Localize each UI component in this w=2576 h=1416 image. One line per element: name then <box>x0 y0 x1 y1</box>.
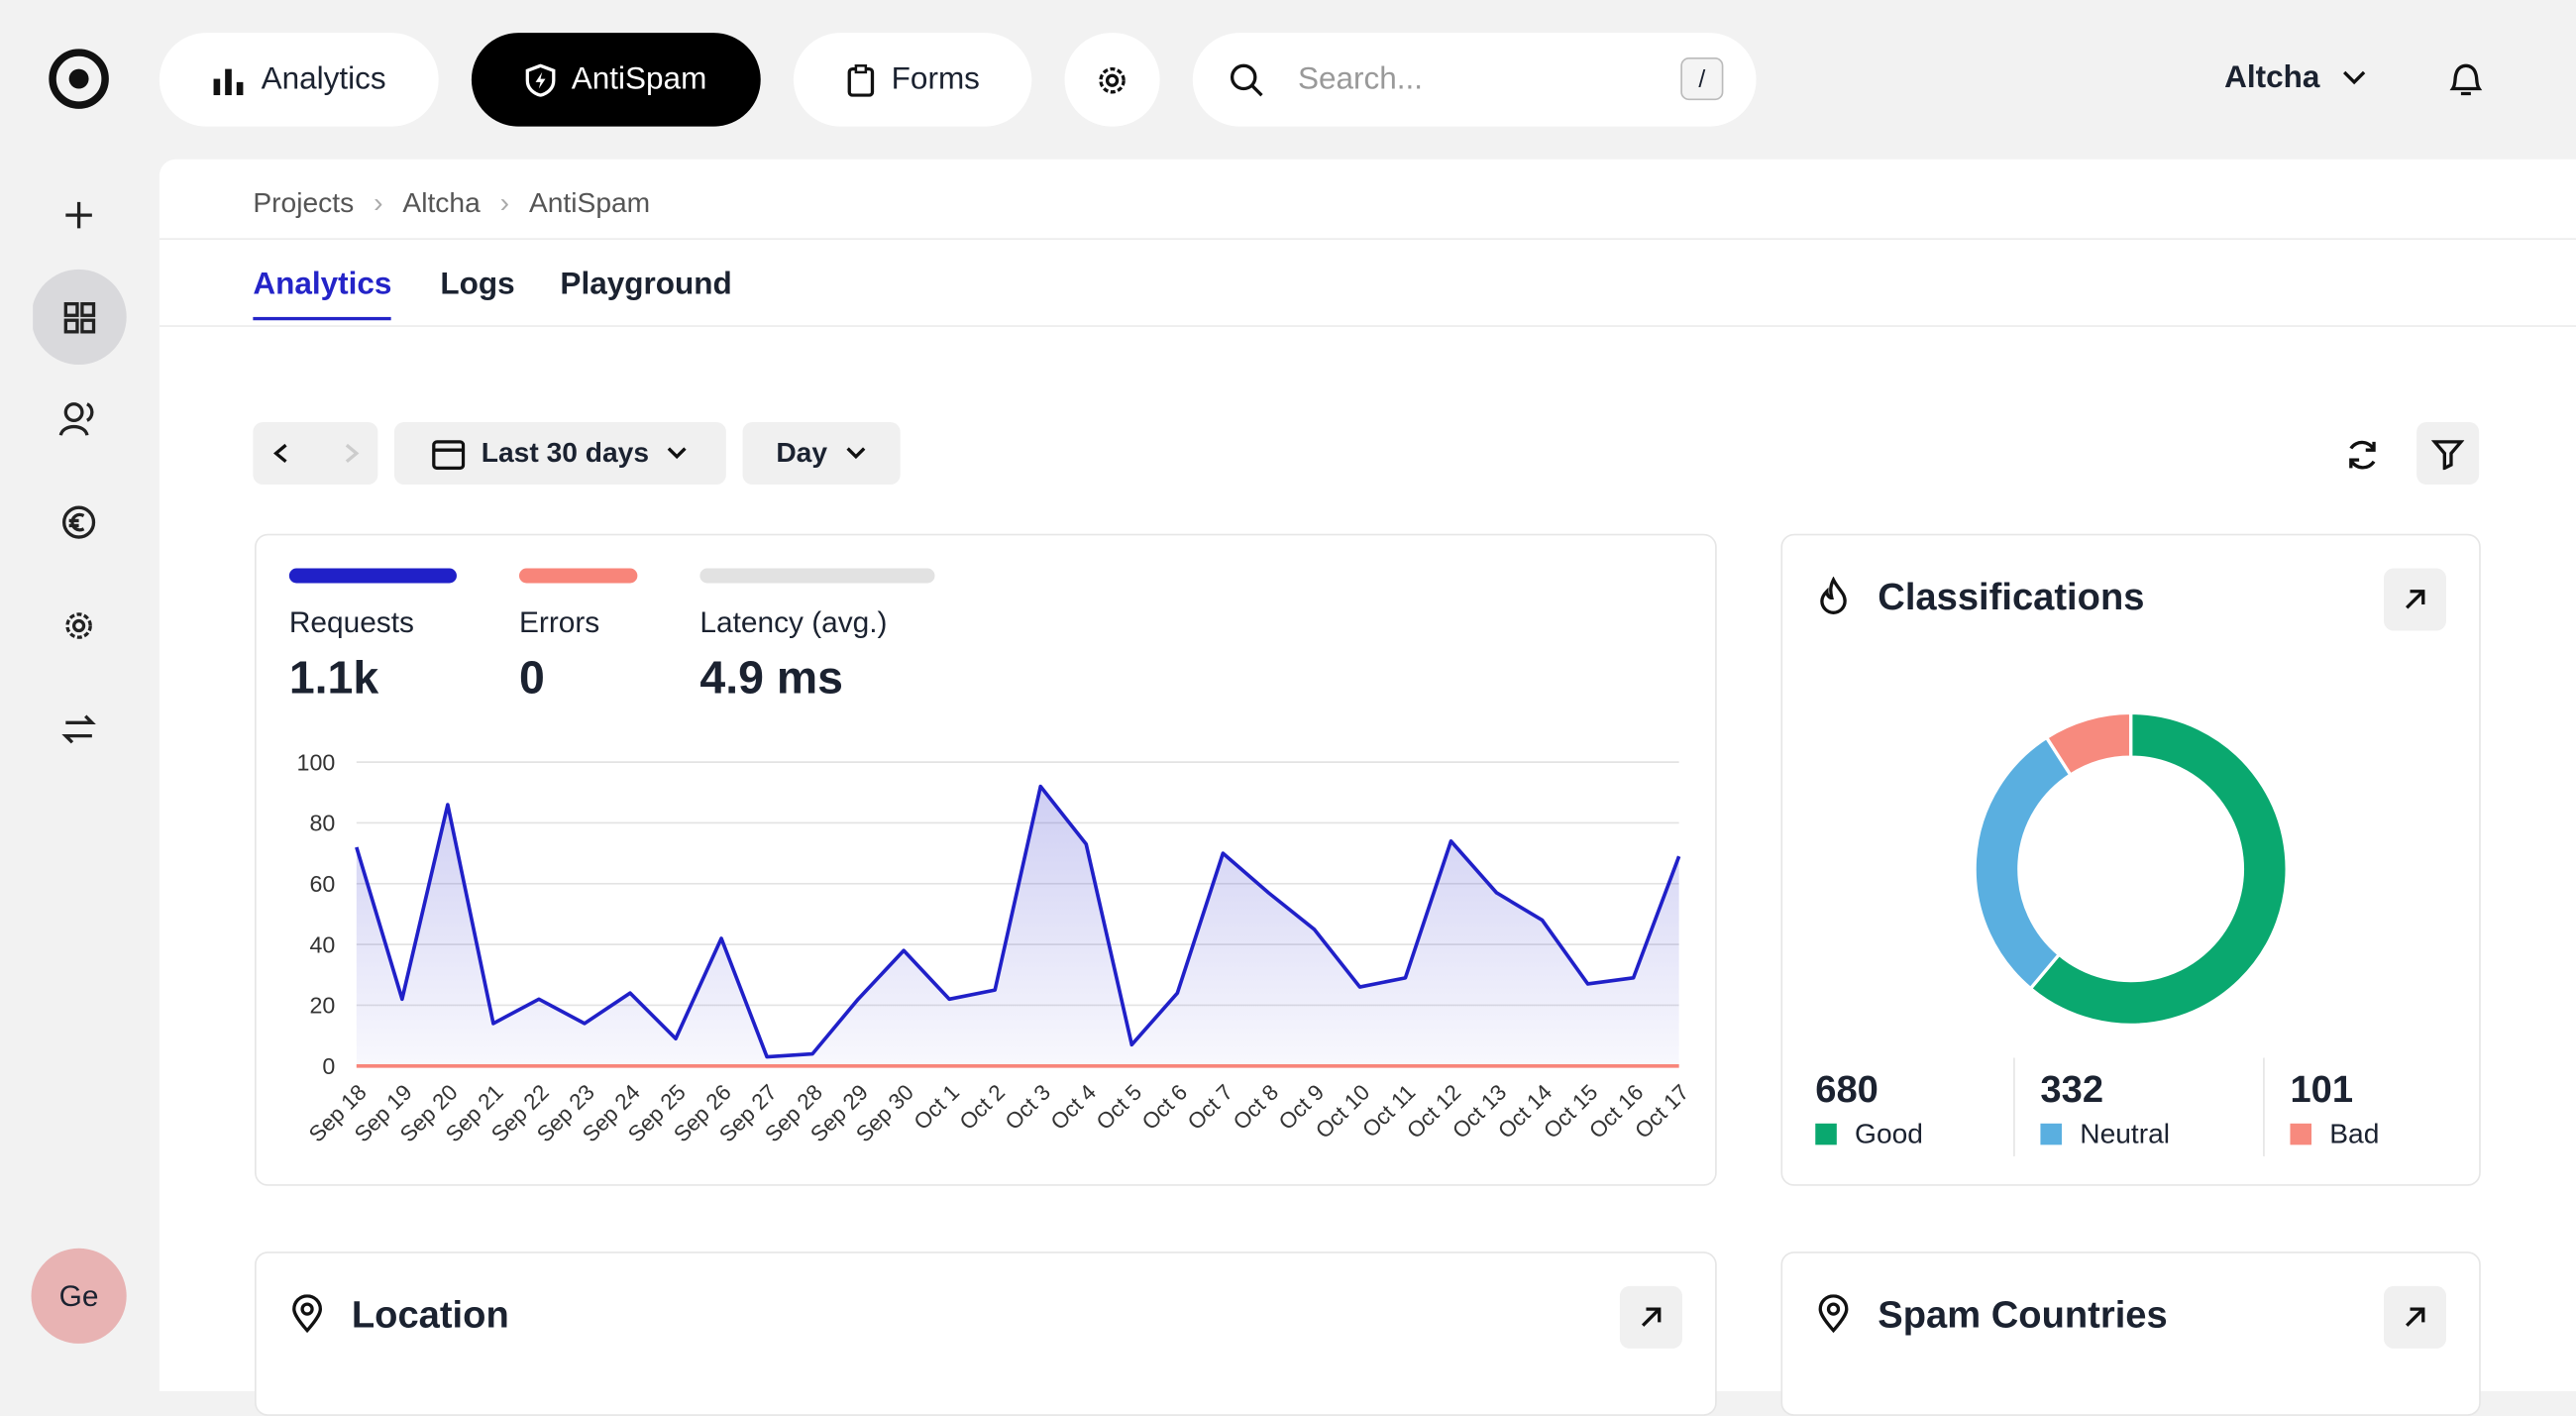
legend-label: Good <box>1855 1118 1923 1149</box>
metric-name: Errors <box>518 605 600 639</box>
interval-label: Day <box>776 436 828 469</box>
breadcrumbs: Projects › Altcha › AntiSpam <box>253 186 651 219</box>
x-tick-label: Oct 7 <box>1183 1080 1237 1135</box>
area <box>356 786 1679 1066</box>
card-title: Classifications <box>1878 575 2145 618</box>
nav-label: Analytics <box>261 61 386 96</box>
range-label: Last 30 days <box>481 436 650 469</box>
requests-card: Requests 1.1k Errors 0 Latency (avg.) 4.9 ms … <box>255 533 1717 1186</box>
crumb[interactable]: Projects <box>253 186 355 219</box>
legend-swatch <box>2290 1123 2312 1145</box>
y-tick-label: 20 <box>309 993 335 1019</box>
y-tick-label: 80 <box>309 811 335 836</box>
location-card: Location <box>255 1252 1717 1416</box>
metric-swatch <box>699 568 935 584</box>
bell[interactable] <box>2446 59 2486 102</box>
y-tick-label: 0 <box>322 1053 335 1079</box>
x-tick-label: Oct 4 <box>1046 1080 1101 1135</box>
card-title: Location <box>351 1292 509 1336</box>
legend-swatch <box>1815 1123 1837 1145</box>
metric-value: 0 <box>518 652 545 704</box>
metric-swatch <box>518 568 638 584</box>
expand[interactable] <box>2383 1285 2447 1349</box>
x-tick-label: Oct 1 <box>910 1080 964 1135</box>
date-nav[interactable] <box>253 422 378 485</box>
card-title: Spam Countries <box>1878 1292 2168 1336</box>
interval-select[interactable]: Day <box>742 422 901 485</box>
x-tick-label: Oct 8 <box>1229 1080 1283 1135</box>
logo <box>49 49 109 109</box>
donut-segment <box>2044 710 2133 778</box>
metric-swatch <box>288 568 457 584</box>
crumb[interactable]: AntiSpam <box>528 186 651 219</box>
crumb[interactable]: Altcha <box>402 186 481 219</box>
user-menu[interactable]: Altcha <box>2224 60 2368 96</box>
metric-name: Latency (avg.) <box>699 605 888 639</box>
x-tick-label: Oct 6 <box>1137 1080 1192 1135</box>
tab[interactable]: Playground <box>560 268 732 302</box>
metric-value: 4.9 ms <box>699 652 843 704</box>
legend-swatch <box>2040 1123 2062 1145</box>
nav-analytics[interactable]: Analytics <box>159 33 439 127</box>
sidebar-icons[interactable] <box>33 180 128 772</box>
legend-label: Bad <box>2329 1118 2379 1149</box>
search-box[interactable]: Search... / <box>1192 33 1757 127</box>
donut-segment <box>1973 735 2074 991</box>
legend-value: 680 <box>1815 1068 1878 1111</box>
y-tick-label: 40 <box>309 931 335 957</box>
classifications-card: Classifications 680 Good 332 Neutral 101 Bad <box>1780 533 2481 1186</box>
donut-chart: 680 Good 332 Neutral 101 Bad <box>1815 710 2379 1156</box>
legend-label: Neutral <box>2080 1118 2170 1149</box>
spam-countries-card: Spam Countries <box>1780 1252 2481 1416</box>
y-tick-label: 100 <box>297 749 336 775</box>
metric-name: Requests <box>288 605 414 639</box>
range-select[interactable]: Last 30 days <box>393 422 726 485</box>
x-tick-label: Oct 2 <box>955 1080 1010 1135</box>
refresh[interactable] <box>2344 437 2380 473</box>
x-tick-label: Oct 3 <box>1001 1080 1055 1135</box>
user-name: Altcha <box>2224 60 2320 96</box>
nav-label: AntiSpam <box>571 61 707 96</box>
donut-segment <box>2028 710 2289 1027</box>
tab[interactable]: Logs <box>440 268 515 302</box>
metric-value: 1.1k <box>288 652 379 704</box>
search-placeholder: Search... <box>1297 61 1424 96</box>
search-key: / <box>1680 57 1724 101</box>
avatar[interactable]: Ge <box>31 1248 127 1344</box>
expand[interactable] <box>2383 568 2447 631</box>
y-tick-label: 60 <box>309 871 335 897</box>
legend-value: 332 <box>2040 1068 2103 1111</box>
nav-antispam[interactable]: AntiSpam <box>471 33 761 127</box>
line <box>355 784 1681 1059</box>
legend-value: 101 <box>2290 1068 2353 1111</box>
x-tick-label: Oct 5 <box>1092 1080 1146 1135</box>
expand[interactable] <box>1619 1285 1682 1349</box>
nav-forms[interactable]: Forms <box>793 33 1032 127</box>
nav-label: Forms <box>891 61 980 96</box>
tab-active[interactable]: Analytics <box>253 268 392 321</box>
filter[interactable] <box>2416 422 2480 485</box>
nav-settings[interactable] <box>1064 33 1160 127</box>
